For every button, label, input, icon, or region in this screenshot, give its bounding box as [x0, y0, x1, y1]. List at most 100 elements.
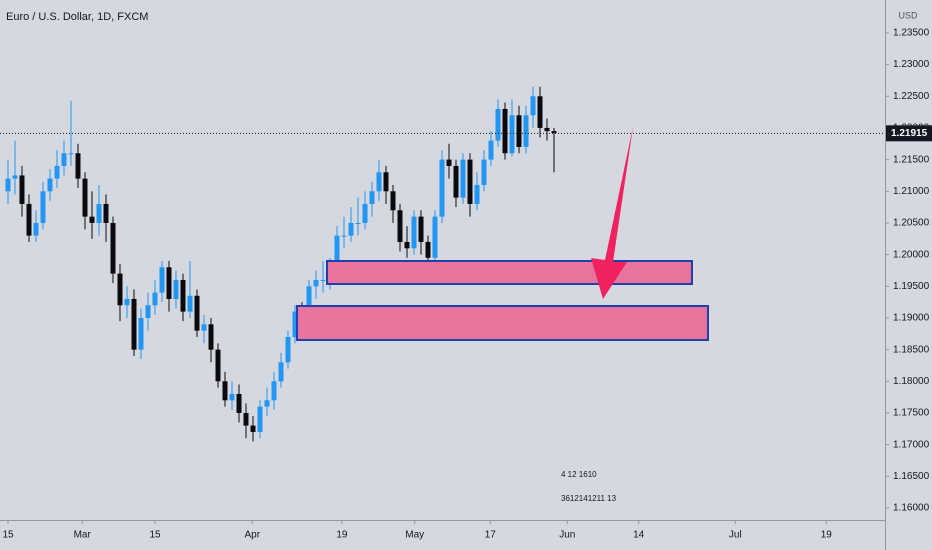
candle-body: [173, 279, 179, 299]
candle-body: [390, 191, 396, 211]
candle-body: [194, 295, 200, 331]
candle-body: [117, 273, 123, 306]
y-tick-label: 1.18500: [893, 344, 930, 355]
candle-body: [33, 222, 39, 236]
candle-body: [516, 115, 522, 147]
x-tick-label: 17: [485, 530, 497, 541]
y-tick-label: 1.20000: [893, 249, 930, 260]
plot-area: [5, 86, 557, 442]
candle-body: [509, 115, 515, 154]
y-tick-label: 1.19000: [893, 313, 930, 324]
y-tick-label: 1.18000: [893, 376, 930, 387]
candle-body: [369, 191, 375, 204]
x-tick-label: 14: [633, 530, 645, 541]
arrow: [591, 127, 633, 299]
candle-body: [488, 140, 494, 160]
candle-body: [222, 381, 228, 401]
candle-body: [82, 178, 88, 217]
candle-body: [376, 172, 382, 192]
y-tick-label: 1.20500: [893, 218, 930, 229]
x-tick-label: 19: [821, 530, 833, 541]
candle-body: [138, 317, 144, 350]
y-tick-label: 1.19500: [893, 281, 930, 292]
candle-body: [439, 159, 445, 217]
candle-body: [103, 203, 109, 223]
candle-body: [124, 298, 130, 306]
y-axis-label: USD: [898, 10, 918, 20]
y-tick-label: 1.22500: [893, 91, 930, 102]
candle-body: [495, 108, 501, 141]
candle-body: [26, 203, 32, 236]
candle-body: [40, 191, 46, 223]
y-tick-label: 1.17500: [893, 408, 930, 419]
candle-body: [145, 305, 151, 318]
y-tick-label: 1.21000: [893, 186, 930, 197]
y-tick-label: 1.17000: [893, 439, 930, 450]
candle-body: [355, 222, 361, 224]
candle-body: [236, 393, 242, 413]
candle-body: [383, 172, 389, 192]
candle-body: [523, 115, 529, 147]
candle-body: [474, 184, 480, 204]
candle-body: [530, 96, 536, 116]
candle-body: [334, 235, 340, 268]
candle-body: [152, 292, 158, 306]
candle-body: [75, 153, 81, 179]
candle-body: [159, 267, 165, 293]
candle-body: [425, 241, 431, 258]
candle-body: [460, 159, 466, 198]
event-label: 3612141211 13: [561, 494, 617, 503]
x-tick-label: 15: [149, 530, 161, 541]
candle-body: [432, 216, 438, 258]
x-tick-label: Mar: [74, 530, 92, 541]
candle-body: [278, 362, 284, 382]
candle-body: [19, 175, 25, 204]
candle-body: [257, 406, 263, 432]
candle-body: [320, 279, 326, 281]
x-tick-label: Apr: [245, 530, 261, 541]
last-price-box: [886, 125, 932, 142]
candle-body: [110, 222, 116, 274]
candle-body: [481, 159, 487, 185]
candle-body: [89, 216, 95, 223]
candle-body: [54, 165, 60, 179]
candle-body: [348, 222, 354, 236]
x-tick-label: 19: [336, 530, 348, 541]
candle-body: [215, 349, 221, 382]
candle-body: [229, 393, 235, 401]
candle-body: [285, 336, 291, 363]
candle-body: [96, 203, 102, 223]
x-tick-label: May: [405, 530, 424, 541]
candle-body: [537, 96, 543, 128]
candle-body: [453, 165, 459, 198]
candle-body: [208, 324, 214, 350]
candle-body: [502, 108, 508, 154]
candle-body: [201, 324, 207, 331]
candle-body: [250, 425, 256, 432]
candle-body: [411, 216, 417, 249]
candle-body: [544, 127, 550, 132]
candle-body: [187, 295, 193, 312]
candle-body: [551, 131, 557, 134]
candle-body: [467, 159, 473, 204]
candle-body: [362, 203, 368, 223]
candle-body: [397, 210, 403, 242]
candle-body: [61, 153, 67, 166]
candle-body: [166, 267, 172, 299]
x-tick-label: Jun: [559, 530, 575, 541]
candle-body: [341, 235, 347, 237]
event-label: 4 12 1610: [561, 470, 597, 479]
candle-body: [418, 216, 424, 242]
supply-demand-zone: [296, 305, 709, 341]
candle-body: [47, 178, 53, 192]
candle-body: [243, 412, 249, 426]
candle-body: [12, 175, 18, 179]
x-tick-label: Jul: [729, 530, 742, 541]
last-price-label: 1.21915: [891, 128, 928, 139]
candle-body: [446, 159, 452, 166]
y-tick-label: 1.23500: [893, 28, 930, 39]
candle-body: [180, 279, 186, 312]
x-tick-label: 15: [2, 530, 14, 541]
chart-title: Euro / U.S. Dollar, 1D, FXCM: [6, 11, 148, 23]
